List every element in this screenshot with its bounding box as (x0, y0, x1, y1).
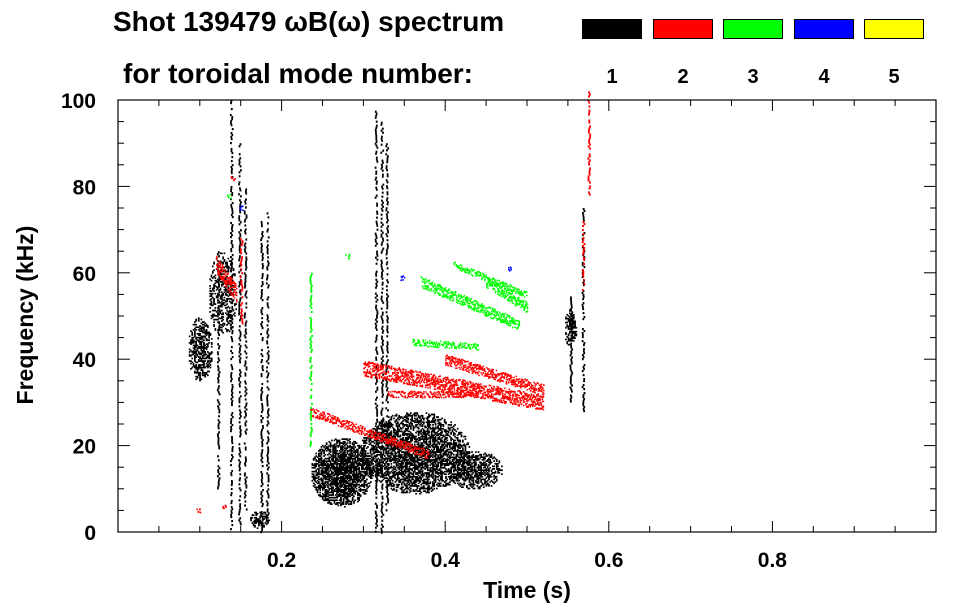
legend-swatch-n1 (582, 19, 642, 39)
x-tick-label-0.6: 0.6 (594, 549, 623, 572)
series-n3 (226, 193, 529, 447)
y-tick-label-0: 0 (84, 522, 96, 545)
series-n1-streak-13 (216, 251, 221, 490)
y-tick-label-100: 100 (61, 90, 96, 113)
legend-label-n5: 5 (888, 66, 900, 88)
legend-swatch-n2 (653, 19, 713, 39)
y-tick-label-60: 60 (73, 263, 96, 286)
series-n2-spot-9 (230, 176, 237, 182)
series-n1-streak-8 (229, 100, 234, 531)
tick-labels: 0.2 0.4 0.6 0.8 0 20 40 60 80 100 (61, 90, 787, 572)
series-n1 (188, 100, 586, 534)
series-n1-streak-18 (569, 296, 574, 403)
series-n1-blob-6 (250, 511, 271, 529)
series-n2 (196, 91, 592, 514)
series-n2-spot-10 (196, 508, 202, 514)
series-n1-blob-3 (311, 438, 373, 508)
series-n1-streak-11 (260, 221, 264, 534)
y-tick-label-20: 20 (73, 436, 96, 459)
series-n3-spot-6 (345, 253, 351, 260)
legend-label-n4: 4 (818, 66, 830, 88)
series-n4-spot-3 (400, 275, 406, 282)
series-n1-streak-9 (238, 143, 242, 526)
series-n2-streak-6 (239, 238, 244, 325)
plot-axes: 0.2 0.4 0.6 0.8 0 20 40 60 80 100 (61, 90, 937, 572)
series-n2-track-3 (387, 390, 479, 399)
series-n3-spot-7 (226, 193, 232, 200)
series-n3-track-2 (453, 261, 528, 298)
series-n3-track-3 (486, 277, 529, 313)
y-tick-label-80: 80 (73, 176, 96, 199)
series-n3-track-4 (412, 338, 479, 351)
series-n2-track-1 (310, 408, 430, 459)
series-n4-spot-1 (239, 205, 244, 212)
x-tick-label-0.2: 0.2 (267, 549, 296, 572)
legend-label-n3: 3 (747, 66, 759, 88)
series-n4 (239, 205, 512, 282)
legend-swatch-n4 (794, 19, 854, 39)
x-tick-label-0.4: 0.4 (431, 549, 461, 572)
spectrogram-data (188, 91, 592, 534)
chart-title: Shot 139479 ωB(ω) spectrum (113, 6, 505, 37)
series-n1-streak-10 (243, 188, 248, 511)
legend-swatch-n5 (864, 19, 924, 39)
y-axis-label: Frequency (kHz) (12, 226, 38, 405)
series-n1-streak-12 (265, 212, 270, 519)
legend-label-n1: 1 (606, 66, 618, 88)
series-n2-track-5 (216, 255, 238, 303)
x-tick-label-0.8: 0.8 (758, 549, 788, 572)
series-n3-track-1 (420, 276, 521, 330)
series-n2-spot-11 (222, 504, 227, 510)
series-n2-streak-7 (587, 91, 592, 196)
series-n1-streak-14 (374, 110, 379, 533)
series-n1-streak-16 (385, 143, 390, 512)
series-n1-blob-1 (188, 317, 213, 382)
series-n1-streak-15 (380, 121, 385, 534)
legend-label-n2: 2 (677, 66, 689, 88)
series-n1-blob-5 (447, 451, 503, 490)
series-n2-track-4 (445, 354, 545, 396)
tick-marks (117, 99, 937, 533)
legend-swatch-n3 (723, 19, 783, 39)
x-axis-label: Time (s) (483, 577, 571, 603)
series-n3-streak-5 (309, 272, 313, 447)
series-n2-streak-8 (581, 221, 586, 292)
y-tick-label-40: 40 (73, 349, 96, 372)
series-n4-spot-2 (508, 266, 512, 272)
chart-subtitle: for toroidal mode number: (123, 58, 473, 89)
